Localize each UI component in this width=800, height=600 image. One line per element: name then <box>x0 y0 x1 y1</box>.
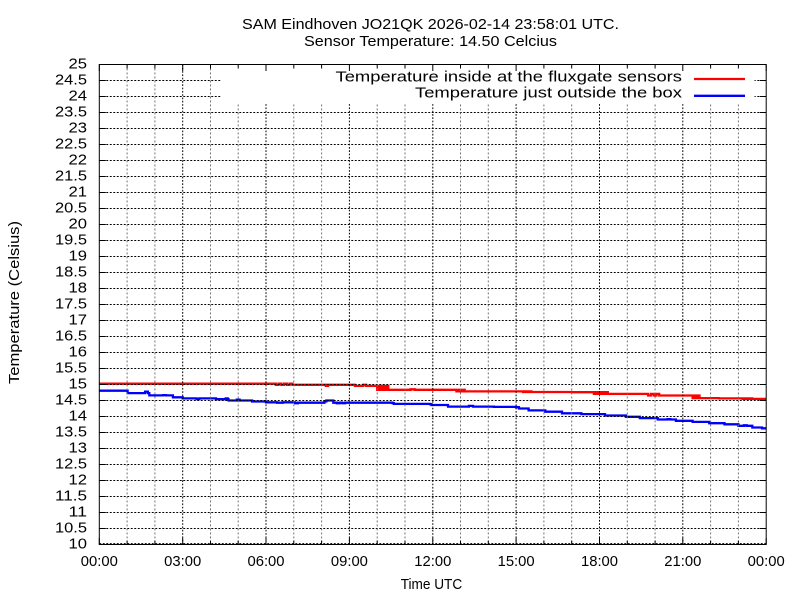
svg-text:Time UTC: Time UTC <box>401 577 463 593</box>
svg-text:25: 25 <box>69 56 88 72</box>
svg-text:14: 14 <box>69 408 88 424</box>
svg-text:16.5: 16.5 <box>55 328 87 344</box>
svg-text:22: 22 <box>69 152 88 168</box>
svg-text:14.5: 14.5 <box>55 392 87 408</box>
svg-text:03:00: 03:00 <box>164 554 201 570</box>
svg-text:Sensor Temperature: 14.50 Celc: Sensor Temperature: 14.50 Celcius <box>304 34 557 50</box>
svg-text:17.5: 17.5 <box>55 296 87 312</box>
svg-text:19: 19 <box>69 248 88 264</box>
svg-text:11.5: 11.5 <box>55 488 87 504</box>
svg-text:18: 18 <box>69 280 88 296</box>
svg-text:SAM Eindhoven JO21QK 2026-02-1: SAM Eindhoven JO21QK 2026-02-14 23:58:01… <box>242 17 619 33</box>
svg-text:10: 10 <box>69 536 88 552</box>
svg-text:21.5: 21.5 <box>55 168 87 184</box>
svg-text:Temperature just outside the b: Temperature just outside the box <box>415 86 683 102</box>
svg-text:00:00: 00:00 <box>81 554 118 570</box>
svg-text:09:00: 09:00 <box>331 554 368 570</box>
svg-text:18.5: 18.5 <box>55 264 87 280</box>
svg-text:13: 13 <box>69 440 88 456</box>
svg-text:11: 11 <box>69 504 88 520</box>
svg-text:18:00: 18:00 <box>581 554 618 570</box>
svg-text:21: 21 <box>69 184 88 200</box>
svg-text:15: 15 <box>69 376 88 392</box>
svg-text:20.5: 20.5 <box>55 200 87 216</box>
svg-text:Temperature (Celsius): Temperature (Celsius) <box>7 221 23 384</box>
svg-text:13.5: 13.5 <box>55 424 87 440</box>
svg-text:24.5: 24.5 <box>55 72 87 88</box>
svg-text:20: 20 <box>69 216 88 232</box>
svg-text:06:00: 06:00 <box>248 554 285 570</box>
svg-text:23.5: 23.5 <box>55 104 87 120</box>
svg-text:22.5: 22.5 <box>55 136 87 152</box>
svg-text:Temperature inside at the flux: Temperature inside at the fluxgate senso… <box>336 70 683 86</box>
svg-text:15.5: 15.5 <box>55 360 87 376</box>
svg-text:17: 17 <box>69 312 88 328</box>
svg-text:15:00: 15:00 <box>498 554 535 570</box>
svg-text:16: 16 <box>69 344 88 360</box>
svg-text:23: 23 <box>69 120 88 136</box>
svg-text:24: 24 <box>69 88 88 104</box>
svg-text:12:00: 12:00 <box>414 554 451 570</box>
svg-text:12.5: 12.5 <box>55 456 87 472</box>
svg-text:12: 12 <box>69 472 88 488</box>
svg-text:00:00: 00:00 <box>748 554 785 570</box>
svg-text:19.5: 19.5 <box>55 232 87 248</box>
svg-text:21:00: 21:00 <box>664 554 701 570</box>
svg-text:10.5: 10.5 <box>55 520 87 536</box>
